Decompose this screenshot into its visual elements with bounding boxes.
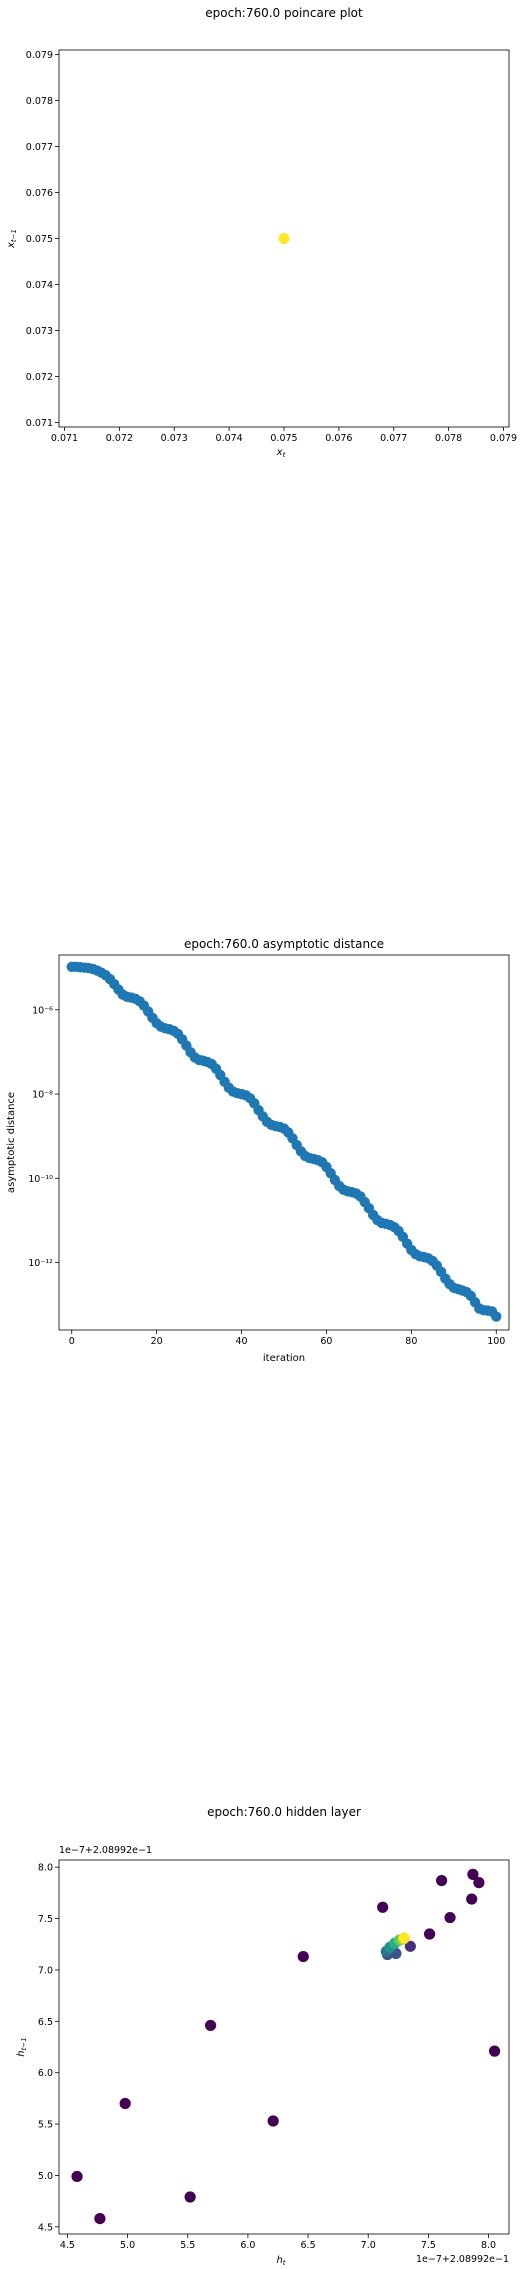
x-tick-label: 0.071 [51,433,78,444]
data-point [71,2170,83,2183]
y-tick-label: 6.5 [38,2017,53,2028]
x-tick-label: 6.5 [301,2240,316,2251]
plot-frame [58,1859,510,2235]
y-tick-label: 0.076 [26,188,53,199]
y-tick-label: 4.5 [38,2222,53,2233]
data-point [205,2019,217,2032]
data-point [398,1932,410,1944]
data-point [297,1950,309,1963]
y-tick-label: 0.079 [26,50,53,61]
x-tick-label: 0.072 [106,433,133,444]
y-tick-label: 0.073 [26,326,53,337]
x-axis-label: iteration [263,1353,305,1364]
x-tick-label: 6.0 [240,2240,255,2251]
x-tick-label: 20 [151,1336,163,1347]
x-tick-label: 7.5 [421,2240,436,2251]
x-axis-label: ht [276,2255,285,2267]
x-tick-label: 5.0 [120,2240,135,2251]
y-offset-text: 1e−7+2.08992e−1 [59,1845,152,1856]
data-point [267,2115,279,2127]
x-tick-label: 40 [236,1336,248,1347]
data-point [436,1874,448,1887]
y-tick-label: 10⁻¹² [28,1258,53,1269]
x-offset-text: 1e−7+2.08992e−1 [416,2254,509,2265]
y-tick-label: 8.0 [38,1863,53,1874]
data-point [377,1901,389,1913]
x-axis-label: xt [276,447,286,459]
y-tick-label: 10⁻⁸ [32,1090,53,1101]
y-tick-label: 5.0 [38,2171,53,2182]
chart-title: epoch:760.0 hidden layer [207,1805,361,1819]
data-point [423,1928,436,1940]
y-tick-label: 10⁻¹⁰ [28,1174,53,1185]
x-tick-label: 100 [487,1336,505,1347]
data-point [467,1868,479,1880]
y-tick-label: 0.071 [26,418,53,429]
data-point [184,2191,196,2203]
asymptotic-distance-chart: epoch:760.0 asymptotic distance 0 20 40 60 80… [6,937,510,1364]
chart-title: epoch:760.0 asymptotic distance [184,937,384,951]
y-tick-label: 10⁻⁶ [32,1005,53,1016]
y-tick-label: 7.0 [38,1965,53,1976]
y-tick-label: 5.5 [38,2120,53,2131]
x-tick-label: 0.078 [435,433,462,444]
data-point [488,2045,501,2057]
x-tick-label: 60 [320,1336,332,1347]
data-point [278,233,290,244]
x-tick-label: 5.5 [180,2240,195,2251]
y-axis-label: xt−1 [6,229,18,249]
x-tick-label: 4.5 [60,2240,75,2251]
x-tick-label: 0.074 [216,433,243,444]
y-tick-label: 6.0 [38,2068,53,2079]
x-tick-label: 0 [69,1336,75,1347]
data-point [444,1911,456,1924]
data-point [94,2212,106,2225]
x-tick-label: 0.079 [490,433,517,444]
x-tick-label: 0.076 [325,433,352,444]
y-axis-label: asymptotic distance [6,1092,17,1193]
chart-title: epoch:760.0 poincare plot [205,6,363,20]
data-point [473,1877,485,1889]
plot-frame [58,954,510,1331]
y-axis-label: ht−1 [16,2037,28,2056]
x-tick-label: 80 [405,1336,417,1347]
y-tick-label: 0.074 [26,280,53,291]
y-tick-label: 0.077 [26,142,53,153]
hidden-layer-chart: epoch:760.0 hidden layer 1e−7+2.08992e−1 4… [16,1805,510,2267]
x-tick-label: 7.0 [361,2240,376,2251]
data-point [466,1893,478,1905]
x-tick-label: 0.075 [270,433,297,444]
x-tick-label: 0.073 [161,433,188,444]
data-point [404,1940,416,1952]
x-tick-label: 8.0 [481,2240,496,2251]
y-tick-label: 7.5 [38,1914,53,1925]
x-tick-label: 0.077 [380,433,407,444]
y-tick-label: 0.075 [26,234,53,245]
y-tick-label: 0.078 [26,96,53,107]
y-tick-label: 0.072 [26,372,53,383]
data-point [491,1311,502,1322]
poincare-chart: epoch:760.0 poincare plot 0.071 0.072 0.073… [6,6,517,459]
data-point [119,2097,131,2110]
